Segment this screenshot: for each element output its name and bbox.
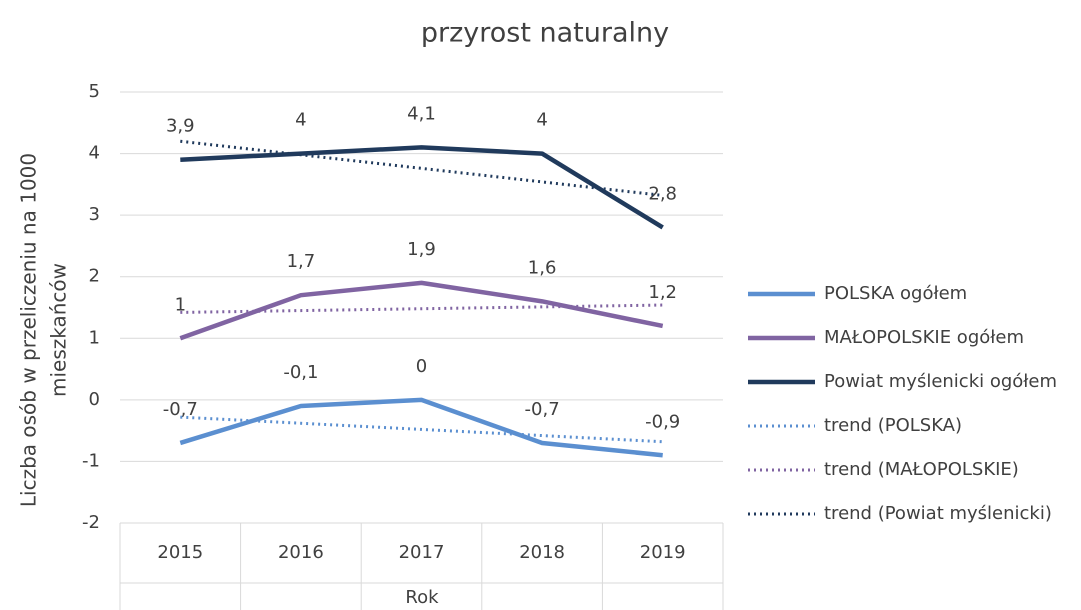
- data-label: 4: [536, 110, 547, 131]
- data-label: -0,7: [163, 399, 198, 420]
- legend-label: trend (MAŁOPOLSKIE): [824, 459, 1019, 480]
- data-label: 1,6: [528, 257, 557, 278]
- legend-label: POLSKA ogółem: [824, 283, 967, 304]
- data-label: 4: [295, 110, 306, 131]
- legend-label: trend (Powiat myślenicki): [824, 503, 1052, 524]
- y-tick-label: 4: [89, 143, 100, 164]
- legend-label: MAŁOPOLSKIE ogółem: [824, 327, 1024, 348]
- x-tick-label: 2016: [278, 542, 324, 563]
- y-tick-label: 5: [89, 81, 100, 102]
- data-label: 1,9: [407, 239, 436, 260]
- data-label: 1,2: [648, 282, 677, 303]
- trend-line: [180, 303, 663, 314]
- y-tick-label: -2: [82, 512, 100, 533]
- data-label: -0,1: [283, 362, 318, 383]
- series-line: [179, 397, 663, 458]
- trend-line: [180, 415, 663, 444]
- legend-label: Powiat myślenicki ogółem: [824, 371, 1057, 392]
- y-axis-title: Liczba osób w przeliczeniu na 1000 miesz…: [17, 153, 71, 507]
- series-line: [179, 280, 664, 341]
- y-tick-label: 3: [89, 204, 100, 225]
- y-tick-label: -1: [82, 450, 100, 471]
- x-tick-label: 2015: [157, 542, 203, 563]
- y-axis-title-line: Liczba osób w przeliczeniu na 1000: [17, 153, 41, 507]
- data-label: -0,9: [645, 411, 680, 432]
- data-label: 1,7: [287, 251, 316, 272]
- legend-label: trend (POLSKA): [824, 415, 962, 436]
- data-label: 0: [416, 356, 427, 377]
- x-tick-label: 2019: [640, 542, 686, 563]
- y-axis-title-line: mieszkańców: [47, 263, 71, 397]
- y-tick-label: 1: [89, 327, 100, 348]
- x-axis-title: Rok: [405, 587, 439, 608]
- y-tick-label: 0: [89, 389, 100, 410]
- data-label: 2,8: [648, 183, 677, 204]
- x-tick-label: 2017: [399, 542, 445, 563]
- chart-title: przyrost naturalny: [421, 18, 669, 49]
- data-label: 1: [175, 294, 186, 315]
- y-tick-label: 2: [89, 266, 100, 287]
- data-label: 3,9: [166, 116, 195, 137]
- x-tick-label: 2018: [519, 542, 565, 563]
- data-label: 4,1: [407, 103, 436, 124]
- series-line: [180, 145, 664, 230]
- data-label: -0,7: [525, 399, 560, 420]
